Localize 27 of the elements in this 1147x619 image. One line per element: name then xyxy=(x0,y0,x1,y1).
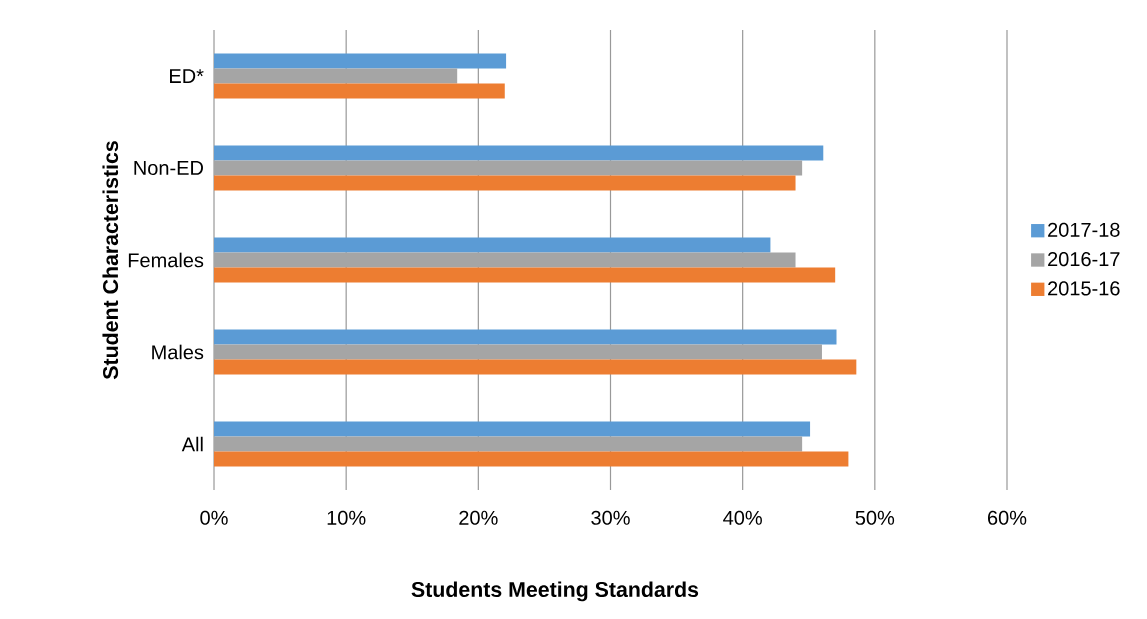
x-axis-title: Students Meeting Standards xyxy=(411,581,699,602)
bar xyxy=(214,145,824,161)
legend-label: 2015-16 xyxy=(1048,281,1120,296)
bar xyxy=(214,421,811,437)
y-tick-label: All xyxy=(181,436,203,452)
x-tick-label: 0% xyxy=(200,510,228,525)
bar xyxy=(214,451,849,467)
bar xyxy=(214,83,505,99)
bar xyxy=(214,237,771,253)
x-tick-label: 50% xyxy=(855,510,895,525)
bar xyxy=(214,329,837,345)
bar xyxy=(214,359,857,375)
y-tick-label: Males xyxy=(152,344,204,360)
y-axis-title: Student Characteristics xyxy=(102,141,119,380)
x-tick-label: 40% xyxy=(723,510,762,525)
x-tick-label: 10% xyxy=(327,510,366,525)
legend-label: 2017-18 xyxy=(1048,222,1120,237)
y-tick-label: ED* xyxy=(170,69,204,83)
y-tick-label: Females xyxy=(128,252,204,268)
x-tick-label: 30% xyxy=(591,510,630,525)
x-tick-label: 20% xyxy=(459,510,498,525)
x-tick-label: 60% xyxy=(988,510,1027,525)
y-tick-label: Non-ED xyxy=(134,161,203,175)
legend-label: 2016-17 xyxy=(1048,252,1120,267)
bar xyxy=(214,175,796,191)
bar xyxy=(214,53,507,69)
bar xyxy=(214,267,836,283)
